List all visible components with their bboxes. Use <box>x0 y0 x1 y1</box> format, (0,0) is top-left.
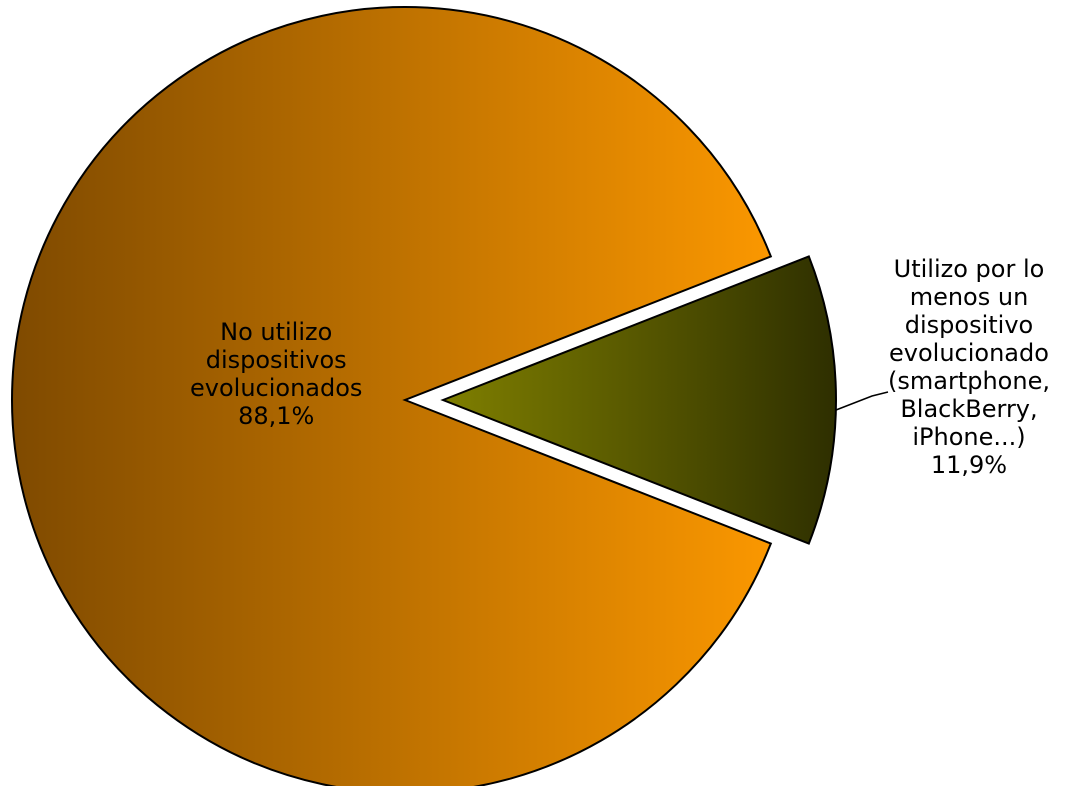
label-line: evolucionado <box>889 339 1049 367</box>
label-line: iPhone...) <box>912 423 1026 451</box>
label-line: (smartphone, <box>888 367 1050 395</box>
data-label-utilizo: Utilizo por lo menos un dispositivo evol… <box>888 255 1050 479</box>
label-line: BlackBerry, <box>900 395 1038 423</box>
label-line: dispositivo <box>904 311 1034 339</box>
data-label-no-utilizo: No utilizo dispositivos evolucionados 88… <box>190 318 362 430</box>
leader-line <box>835 391 889 411</box>
label-line: Utilizo por lo <box>893 255 1045 283</box>
pie-slice-no-utilizo <box>11 6 773 790</box>
label-line: No utilizo <box>220 318 333 346</box>
label-line: evolucionados <box>190 374 363 402</box>
label-line: dispositivos <box>205 346 347 374</box>
label-line: menos un <box>909 283 1029 311</box>
pie-slice-utilizo <box>440 255 837 545</box>
value-label: 88,1% <box>238 402 315 430</box>
value-label: 11,9% <box>930 451 1008 479</box>
